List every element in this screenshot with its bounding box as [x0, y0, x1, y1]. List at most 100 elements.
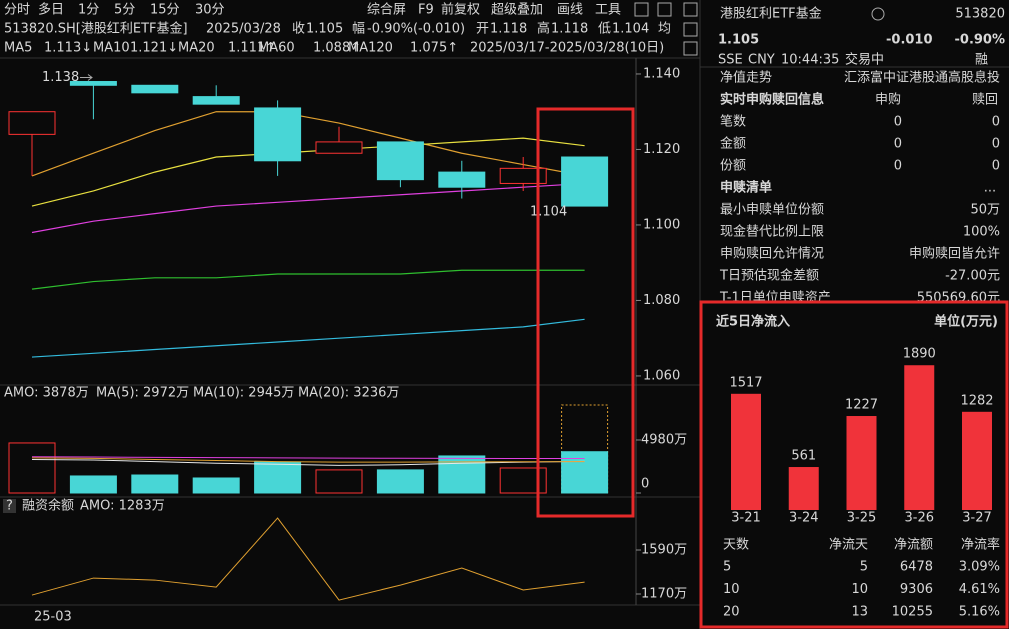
flow-value: 1890 [903, 347, 936, 362]
icon[interactable] [683, 41, 698, 56]
quote-label: 开 [476, 22, 489, 37]
table-cell: 10255 [892, 605, 933, 620]
flow-bar [731, 393, 761, 510]
y-tick-label: 1.140 [643, 66, 680, 81]
more[interactable]: ... [984, 181, 996, 196]
row-label: 现金替代比例上限 [720, 224, 824, 240]
volume-bar [131, 474, 179, 494]
row-label: 最小申赎单位份额 [720, 203, 824, 218]
icon[interactable] [634, 2, 649, 17]
table-cell: 5 [723, 560, 731, 575]
help-icon[interactable] [3, 499, 16, 513]
col-head: 申购 [875, 92, 901, 108]
toolbar-tab[interactable]: 30分 [195, 3, 225, 18]
icon[interactable] [683, 22, 698, 37]
toolbar-tab[interactable]: 15分 [150, 3, 180, 18]
fund-info: 交易中 [845, 52, 884, 68]
row-value: 0 [894, 159, 902, 174]
highlight-box [699, 300, 1009, 629]
ma-line [31, 111, 585, 177]
toolbar-tab[interactable]: 5分 [114, 3, 135, 18]
table-head: 净流天 [829, 538, 868, 553]
toolbar-button[interactable]: 超级叠加 [491, 3, 543, 18]
volume-bar [69, 475, 117, 494]
candle-body [561, 156, 609, 207]
fund-change: -0.010 [886, 33, 933, 48]
section-title: 申赎清单 [720, 180, 772, 196]
y-tick-label: 1170万 [641, 586, 687, 601]
flow-bar [788, 467, 819, 510]
toolbar-button[interactable]: F9 [418, 3, 434, 18]
toolbar-button[interactable]: 综合屏 [367, 3, 406, 18]
ma-value: 1.075↑ [410, 41, 458, 56]
candle-body [131, 84, 179, 94]
toolbar-tab[interactable]: 1分 [78, 3, 99, 18]
col-head: 赎回 [972, 93, 998, 108]
avg-label: 均 [658, 22, 671, 37]
volume-bar [315, 469, 363, 494]
table-cell: 3.09% [959, 560, 1000, 575]
table-head: 净流额 [894, 538, 933, 553]
tag: 融 [975, 53, 988, 68]
icon[interactable] [657, 2, 672, 17]
ma-line [31, 182, 585, 234]
icon[interactable] [683, 2, 698, 17]
row-value: 0 [894, 115, 902, 130]
financing-line [31, 517, 585, 601]
financing-amo: AMO: 1283万 [80, 499, 165, 514]
candle-body [8, 111, 56, 135]
flow-category: 3-24 [789, 511, 819, 526]
toolbar-button[interactable]: 工具 [595, 3, 621, 18]
y-tick-label: 4980万 [641, 432, 687, 447]
table-cell: 5.16% [959, 605, 1000, 620]
ma-label: MA10 [93, 41, 130, 56]
volume-legend: AMO: 3878万 [4, 386, 89, 401]
volume-bar [192, 477, 240, 494]
toolbar-button[interactable]: 前复权 [441, 2, 480, 18]
flow-category: 3-26 [904, 511, 934, 526]
flow-value: 1282 [960, 393, 993, 408]
fund-info: 10:44:35 [781, 53, 839, 68]
toolbar-button[interactable]: 画线 [557, 3, 583, 18]
y-tick-label: 1.060 [643, 368, 680, 383]
y-tick-label: 0 [641, 477, 649, 492]
flow-value: 1227 [845, 398, 878, 413]
ma-line [31, 269, 585, 290]
ma-line [31, 137, 585, 207]
date-range: 2025/03/17-2025/03/28(10日) [470, 41, 664, 56]
row-value: 申购赎回皆允许 [909, 246, 1000, 262]
info-icon[interactable] [871, 7, 885, 21]
row-label: 笔数 [720, 114, 746, 130]
row-label: 份额 [720, 159, 746, 174]
row-value: 0 [894, 137, 902, 152]
row-value: 0 [992, 159, 1000, 174]
volume-bar [376, 469, 424, 494]
toolbar-tab[interactable]: 分时 [4, 3, 30, 18]
fund-info: CNY [748, 53, 775, 68]
row-label: T日预估现金差额 [719, 268, 819, 284]
fund-code: 513820 [955, 7, 1005, 22]
volume-ma-line [31, 456, 585, 460]
row-label: 净值走势 [720, 70, 772, 86]
table-cell: 20 [723, 605, 740, 620]
quote-value: -0.90%(-0.010) [367, 22, 465, 37]
table-cell: 5 [860, 560, 868, 575]
volume-bar [254, 461, 302, 494]
flow-title: 近5日净流入 [716, 314, 790, 330]
flow-bar [904, 365, 935, 510]
quote-label: 收 [292, 22, 305, 37]
volume-ma-line [31, 457, 585, 463]
quote-label: 低 [598, 22, 611, 37]
symbol: 513820.SH[港股红利ETF基金] [4, 21, 188, 37]
toolbar-tab[interactable]: 多日 [38, 2, 64, 18]
ma-value: 1.121↓ [130, 41, 178, 56]
flow-value: 1517 [729, 375, 762, 390]
volume-legend: MA(10): 2945万 [193, 386, 294, 401]
row-value: 100% [963, 225, 1000, 240]
quote-value: 1.104 [612, 22, 649, 37]
flow-category: 3-27 [962, 511, 992, 526]
candle-body [315, 141, 363, 154]
